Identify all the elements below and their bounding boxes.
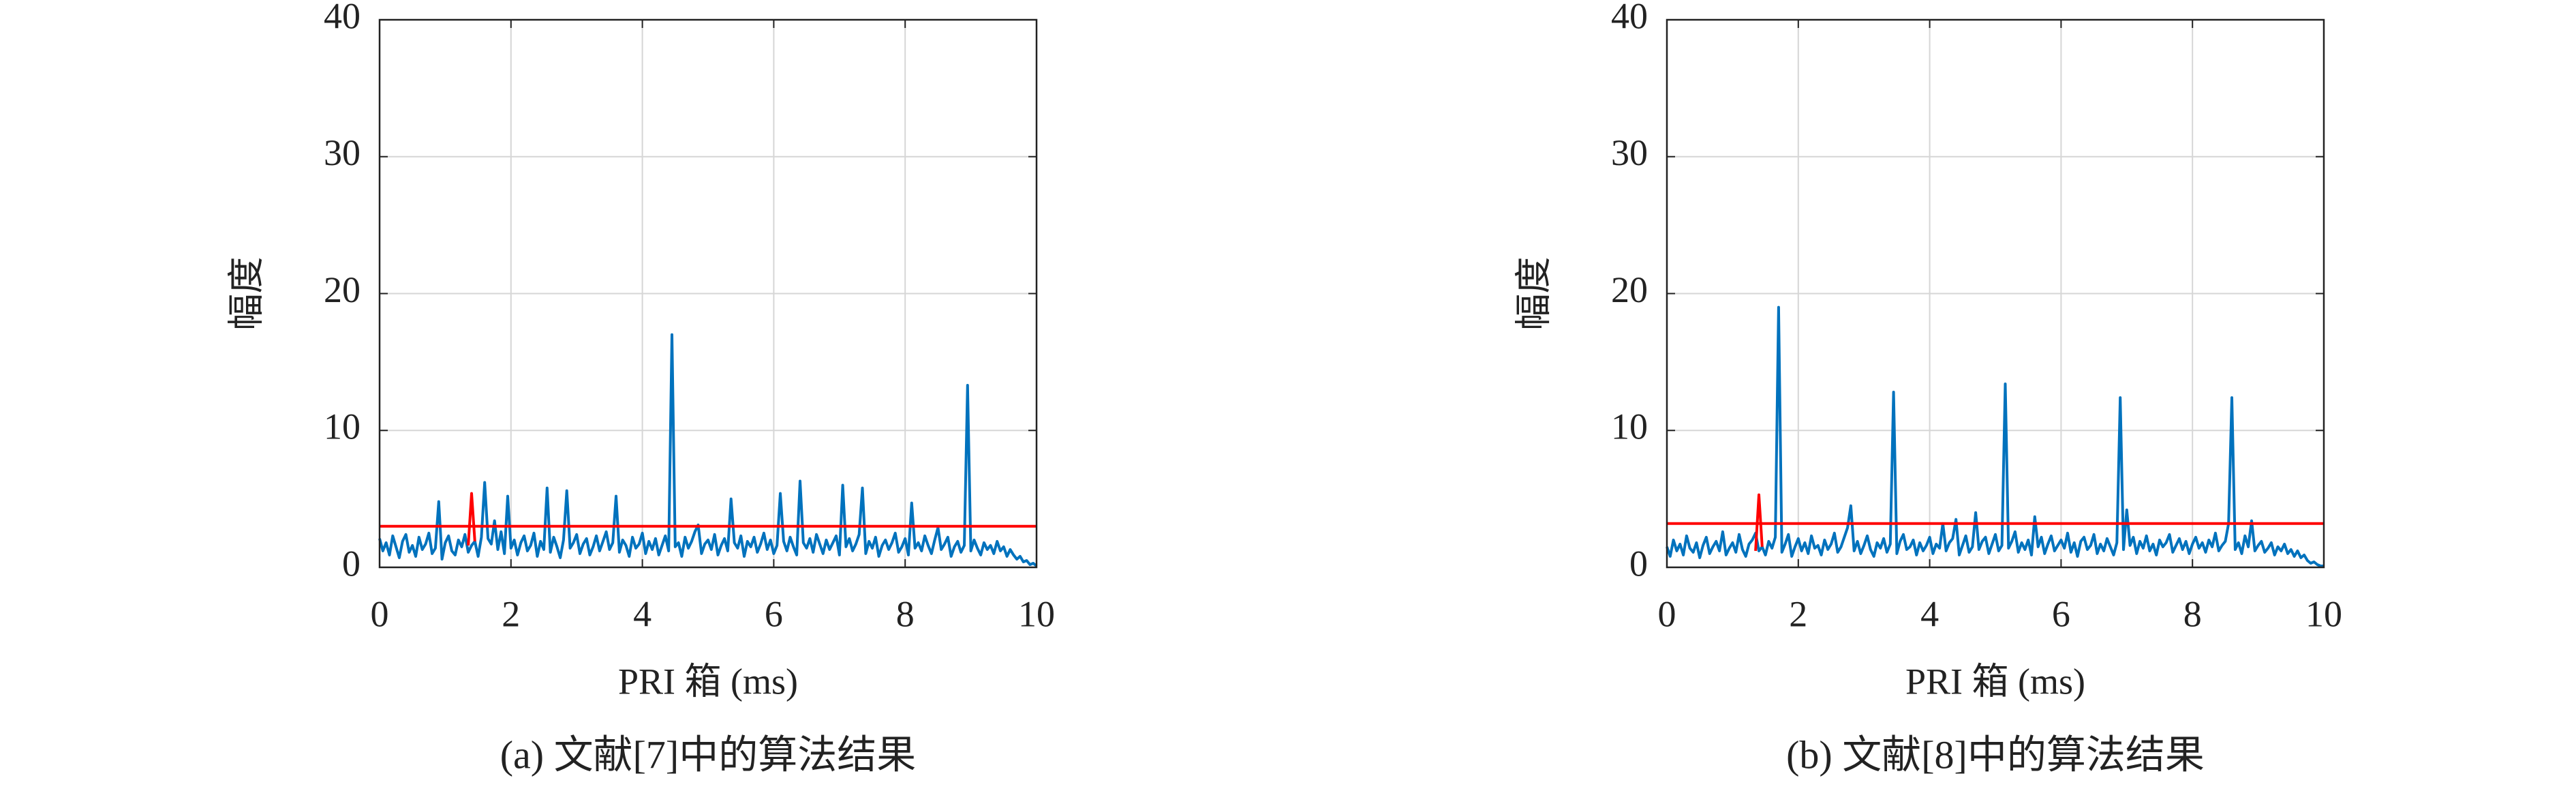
x-tick-label: 4 [633,593,651,634]
y-tick-label: 40 [324,0,361,36]
y-tick-label: 0 [1629,543,1648,584]
x-tick-label: 2 [502,593,520,634]
data-line [1754,493,1764,552]
data-line [467,492,476,546]
plot-frame [1666,18,2325,569]
y-tick-label: 10 [1611,406,1648,447]
caption: (b) 文献[8]中的算法结果 [1786,732,2205,777]
x-tick-label: 10 [1018,593,1055,634]
y-axis-label: 幅度 [1513,257,1554,331]
x-tick-label: 8 [2183,593,2202,634]
data-line [378,333,1038,567]
x-axis-label: PRI 箱 (ms) [618,661,798,702]
y-tick-label: 20 [1611,269,1648,310]
x-tick-label: 10 [2305,593,2342,634]
y-tick-label: 30 [324,132,361,173]
y-axis-label: 幅度 [226,257,266,331]
caption: (a) 文献[7]中的算法结果 [500,732,917,777]
x-tick-label: 0 [371,593,389,634]
x-tick-label: 6 [2052,593,2070,634]
y-tick-label: 40 [1611,0,1648,36]
x-axis-label: PRI 箱 (ms) [1905,661,2085,702]
y-tick-label: 0 [342,543,361,584]
x-tick-label: 2 [1789,593,1807,634]
y-tick-label: 30 [1611,132,1648,173]
x-tick-label: 4 [1920,593,1939,634]
x-tick-label: 0 [1658,593,1676,634]
y-tick-label: 10 [324,406,361,447]
y-tick-label: 20 [324,269,361,310]
x-tick-label: 8 [896,593,915,634]
x-tick-label: 6 [765,593,783,634]
plot-frame [378,18,1038,569]
data-line [1666,305,2324,567]
